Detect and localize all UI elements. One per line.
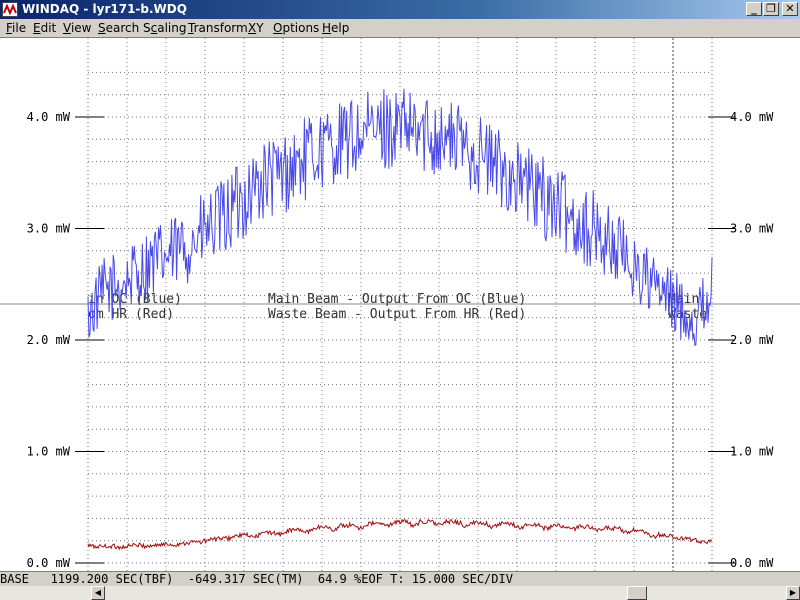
menu-view[interactable]: View (63, 21, 92, 35)
menu-xy[interactable]: XY (248, 21, 264, 35)
y-tick-label-left: 1.0 mW (27, 445, 71, 459)
menu-help[interactable]: Help (322, 21, 350, 35)
window-title: WINDAQ - lyr171-b.WDQ (22, 2, 187, 16)
waveform-plot[interactable]: 0.0 mW 0.0 mW 1.0 mW 1.0 mW 2.0 mW 2.0 mW 3.0 … (0, 38, 800, 571)
waste-beam-trace (87, 518, 713, 551)
horizontal-scrollbar[interactable]: ◀ ▶ (0, 586, 800, 600)
y-tick-label-right: 0.0 mW (730, 556, 774, 570)
windaq-app-icon[interactable] (2, 2, 18, 17)
y-tick-label-left: 4.0 mW (27, 110, 71, 124)
y-tick-label-left: 0.0 mW (27, 556, 71, 570)
y-tick-label-right: 4.0 mW (730, 110, 774, 124)
status-bar: BASE 1199.200 SEC(TBF) -649.317 SEC(TM) … (0, 571, 800, 587)
menu-search[interactable]: Search (98, 21, 140, 35)
waste-beam-label: Waste Beam - Output From HR (Red) (268, 307, 526, 322)
menu-scaling[interactable]: Scaling (143, 21, 187, 35)
menu-bar: File Edit View Search Scaling Transform … (0, 19, 800, 38)
scroll-left-button[interactable]: ◀ (91, 586, 105, 600)
menu-file[interactable]: File (6, 21, 27, 35)
close-button[interactable]: ✕ (782, 2, 798, 16)
y-tick-label-left: 3.0 mW (27, 222, 71, 236)
main-beam-label-left: in OC (Blue) (88, 292, 182, 307)
y-tick-label-left: 2.0 mW (27, 333, 71, 347)
y-axes: 0.0 mW 0.0 mW 1.0 mW 1.0 mW 2.0 mW 2.0 mW 3.0 … (27, 110, 774, 570)
traces (87, 88, 713, 551)
status-readout: BASE 1199.200 SEC(TBF) -649.317 SEC(TM) … (0, 572, 513, 586)
waste-beam-label-left: om HR (Red) (88, 307, 174, 322)
main-beam-trace (87, 88, 713, 347)
main-beam-label: Main Beam - Output From OC (Blue) (268, 292, 526, 307)
menu-transform[interactable]: Transform (188, 21, 248, 35)
maximize-button[interactable]: ❐ (763, 2, 779, 16)
menu-options[interactable]: Options (273, 21, 320, 35)
y-tick-label-right: 3.0 mW (730, 222, 774, 236)
menu-edit[interactable]: Edit (33, 21, 57, 35)
y-tick-label-right: 1.0 mW (730, 445, 774, 459)
title-bar: WINDAQ - lyr171-b.WDQ _ ❐ ✕ (0, 0, 800, 19)
scroll-thumb[interactable] (627, 586, 648, 600)
scroll-right-button[interactable]: ▶ (786, 586, 800, 600)
y-tick-label-right: 2.0 mW (730, 333, 774, 347)
minimize-button[interactable]: _ (746, 2, 762, 16)
